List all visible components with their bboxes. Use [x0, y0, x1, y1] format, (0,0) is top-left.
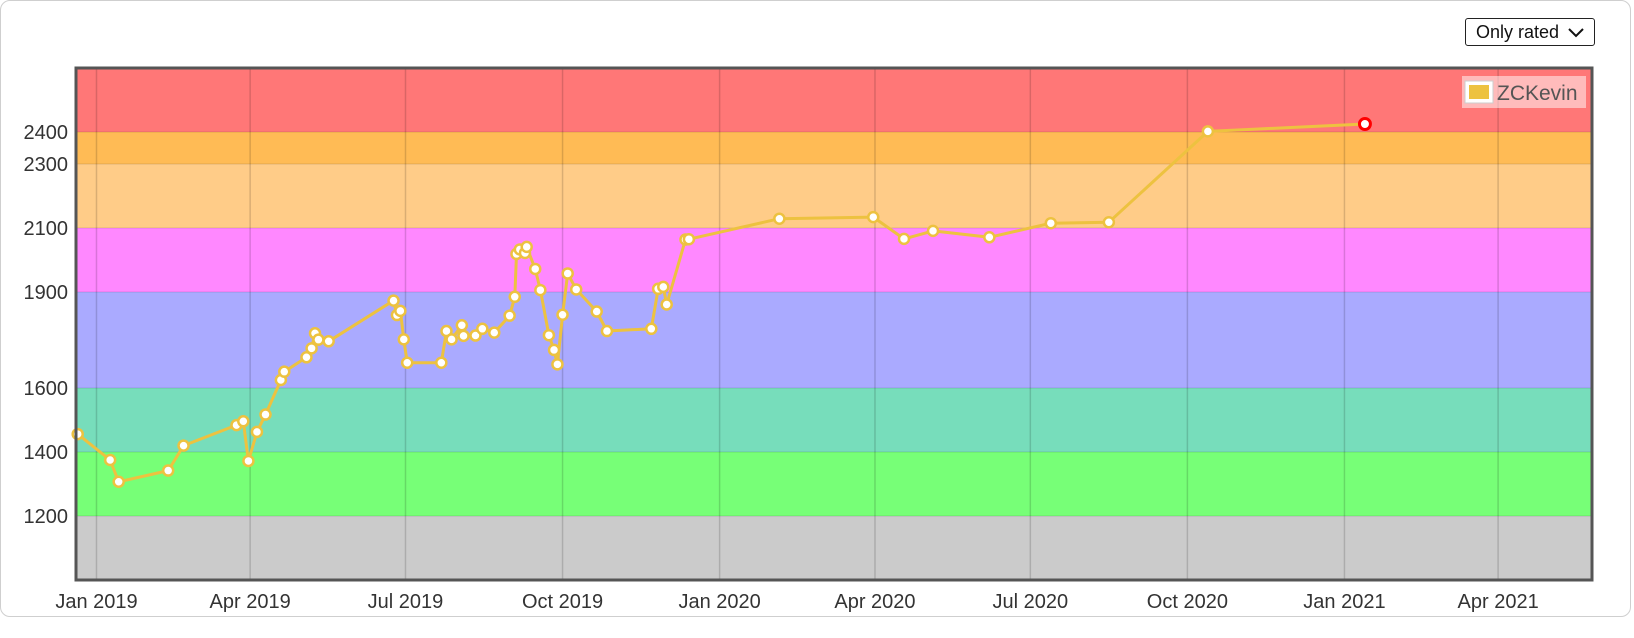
x-tick-label: Oct 2019: [522, 591, 603, 613]
legend: ZCKevin: [1462, 76, 1586, 108]
data-point: [867, 210, 880, 224]
x-tick-label: Oct 2020: [1147, 591, 1228, 613]
x-tick-label: Apr 2021: [1458, 591, 1539, 613]
chart-grid: [76, 68, 1592, 580]
plot-border: [74, 66, 1594, 582]
rating-series: [71, 117, 1372, 489]
rating-band-4: [76, 228, 1592, 292]
data-point: [682, 232, 696, 246]
data-point: [312, 333, 325, 346]
x-tick-label: Apr 2019: [210, 591, 291, 613]
x-tick-label: Jul 2019: [368, 591, 444, 613]
data-point: [1201, 125, 1215, 138]
data-point: [397, 333, 411, 346]
x-tick-label: Jan 2021: [1303, 591, 1385, 613]
data-point: [590, 305, 603, 318]
data-point: [534, 283, 547, 297]
rating-filter-select[interactable]: Only rated: [1465, 18, 1595, 46]
data-point: [435, 356, 448, 369]
legend-swatch: [1469, 85, 1489, 99]
data-point: [503, 309, 516, 322]
data-point: [926, 224, 940, 238]
y-tick-label: 1600: [24, 378, 69, 400]
data-point: [445, 333, 458, 346]
data-point: [387, 294, 400, 307]
chart-card: [0, 0, 1631, 617]
data-point: [300, 351, 313, 364]
data-point: [556, 308, 569, 321]
data-point: [394, 304, 407, 318]
data-point: [520, 240, 533, 254]
data-point: [278, 365, 291, 378]
rating-bands: [76, 68, 1592, 580]
y-tick-label: 1200: [24, 506, 69, 528]
data-point: [322, 335, 335, 348]
data-point: [457, 329, 470, 343]
data-point: [71, 427, 84, 441]
rating-band-0: [76, 516, 1592, 580]
chevron-down-icon: [1568, 28, 1584, 38]
data-point: [657, 280, 670, 294]
data-point: [561, 267, 574, 280]
data-point: [551, 358, 564, 371]
data-point: [476, 322, 489, 336]
data-point: [600, 324, 614, 338]
y-tick-label: 2400: [24, 122, 69, 144]
rating-band-2: [76, 388, 1592, 452]
data-point: [897, 232, 911, 246]
y-tick-label: 2100: [24, 218, 69, 240]
data-point: [983, 231, 996, 244]
data-point: [645, 322, 658, 336]
data-point: [660, 298, 673, 311]
data-point: [1102, 215, 1116, 229]
highlighted-data-point: [1357, 117, 1372, 131]
data-point: [1044, 216, 1058, 230]
data-point: [508, 290, 522, 304]
rating-band-1: [76, 452, 1592, 516]
data-point: [542, 328, 556, 342]
y-axis: 1200 1400 1600 1900 2100 2300 2400: [24, 122, 69, 528]
x-tick-label: Jul 2020: [993, 591, 1069, 613]
data-point: [161, 464, 175, 477]
y-tick-label: 1900: [24, 282, 69, 304]
data-point: [237, 415, 250, 428]
data-point: [528, 262, 542, 276]
rating-band-6: [76, 132, 1592, 164]
y-tick-label: 2300: [24, 154, 69, 176]
data-point: [259, 408, 272, 421]
x-tick-label: Jan 2019: [55, 591, 137, 613]
data-point: [400, 356, 414, 369]
y-tick-label: 1400: [24, 442, 69, 464]
x-tick-label: Jan 2020: [678, 591, 760, 613]
data-point: [455, 319, 469, 332]
legend-label: ZCKevin: [1497, 82, 1578, 105]
data-point: [305, 342, 318, 355]
data-point: [103, 453, 117, 467]
data-point: [242, 454, 255, 468]
data-point: [773, 212, 786, 225]
x-tick-label: Apr 2020: [834, 591, 915, 613]
data-point: [547, 343, 561, 357]
data-point: [250, 425, 264, 439]
data-point: [112, 475, 125, 489]
rating-filter-value: Only rated: [1476, 21, 1560, 42]
data-point: [569, 283, 583, 296]
data-point: [488, 326, 501, 339]
data-point: [177, 439, 190, 452]
x-axis: Jan 2019 Apr 2019 Jul 2019 Oct 2019 Jan 2020…: [55, 591, 1538, 613]
rating-band-7: [76, 68, 1592, 132]
rating-band-3: [76, 292, 1592, 388]
